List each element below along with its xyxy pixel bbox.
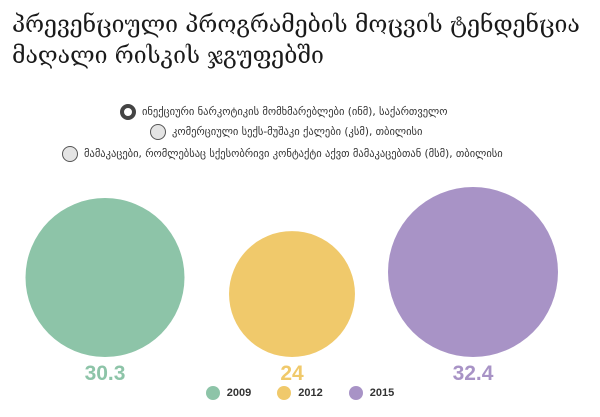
legend-label: 2015 (369, 387, 395, 399)
legend-dot-icon (205, 386, 220, 400)
bubble-2009[interactable] (25, 198, 185, 357)
legend-dot-icon (348, 386, 363, 400)
legend-dot-icon (277, 386, 292, 400)
filter-option-inm[interactable]: ინექციური ნარკოტიკის მომხმარებლები (ინმ)… (120, 104, 447, 120)
filter-option-label: კომერციული სექს-მუშაკი ქალები (კსმ), თბი… (172, 126, 423, 138)
filter-option-label: ინექციური ნარკოტიკის მომხმარებლები (ინმ)… (142, 106, 448, 118)
data-label-2012: 24 (280, 362, 304, 385)
legend-label: 2009 (226, 387, 252, 399)
legend-item-2009[interactable]: 2009 (205, 386, 252, 400)
radio-selected-icon[interactable] (120, 104, 136, 120)
data-label-2009: 30.3 (85, 362, 126, 385)
bubble-2012[interactable] (229, 231, 355, 357)
chart-title: პრევენციული პროგრამების მოცვის ტენდენცია… (12, 12, 580, 69)
legend-item-2015[interactable]: 2015 (348, 386, 395, 400)
radio-unselected-icon[interactable] (62, 146, 78, 162)
chart-legend: 2009 2012 2015 (0, 386, 600, 400)
data-label-2015: 32.4 (453, 362, 494, 385)
legend-label: 2012 (298, 387, 323, 399)
radio-unselected-icon[interactable] (150, 124, 166, 140)
filter-option-label: მამაკაცები, რომლებსაც სქესობრივი კონტაქტ… (84, 148, 503, 160)
filter-option-ksm[interactable]: კომერციული სექს-მუშაკი ქალები (კსმ), თბი… (150, 124, 422, 140)
legend-item-2012[interactable]: 2012 (277, 386, 323, 400)
filter-option-msm[interactable]: მამაკაცები, რომლებსაც სქესობრივი კონტაქტ… (62, 146, 503, 162)
bubble-2015[interactable] (388, 187, 558, 357)
